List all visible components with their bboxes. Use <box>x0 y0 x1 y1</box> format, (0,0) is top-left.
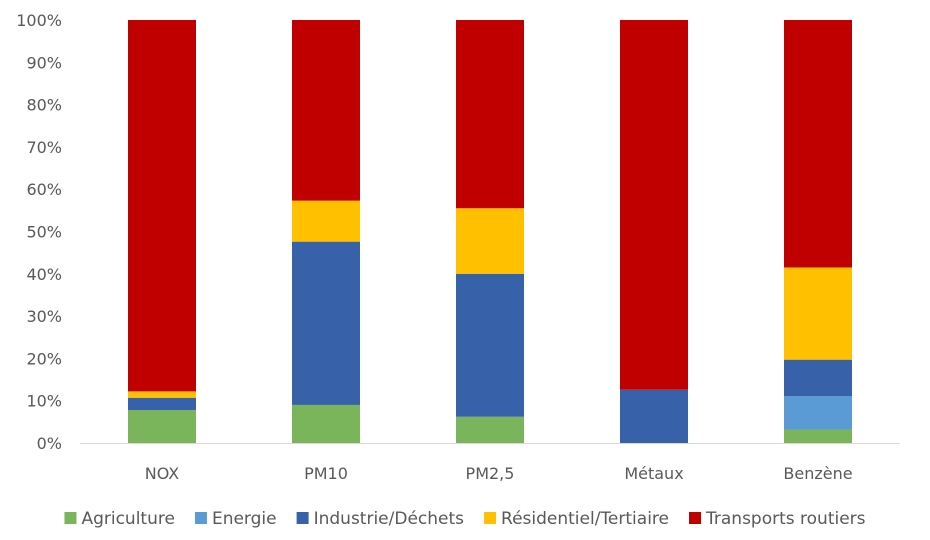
legend-item: Transports routiers <box>689 509 866 529</box>
x-tick-label: Benzène <box>783 464 852 483</box>
legend-item: Energie <box>194 509 277 529</box>
y-tick-label: 0% <box>37 434 62 453</box>
bar-segment <box>292 404 360 443</box>
bar-segment <box>128 397 196 411</box>
bar-segment <box>128 20 196 392</box>
x-tick-label: PM10 <box>304 464 348 483</box>
bar-segment <box>620 20 688 390</box>
legend-item: Industrie/Déchets <box>296 509 465 529</box>
bar-segment <box>292 20 360 201</box>
y-tick-label: 40% <box>26 265 62 284</box>
bar-segment <box>292 200 360 242</box>
y-axis: 0% 10% 20% 30% 40% 50% 60% 70% 80% 90% 100% <box>16 11 62 453</box>
legend-swatch <box>296 512 309 524</box>
y-tick-label: 30% <box>26 307 62 326</box>
legend-label: Energie <box>212 509 277 529</box>
bar-segment <box>784 359 852 397</box>
y-tick-label: 70% <box>26 138 62 157</box>
bar-segment <box>620 389 688 443</box>
legend-label: Agriculture <box>81 509 175 529</box>
bar-segment <box>784 267 852 360</box>
x-tick-label: Métaux <box>624 464 683 483</box>
x-axis: NOX PM10 PM2,5 Métaux Benzène <box>145 464 853 483</box>
legend-label: Transports routiers <box>705 509 866 529</box>
bar-segment <box>128 391 196 398</box>
y-tick-label: 10% <box>26 392 62 411</box>
legend: Agriculture Energie Industrie/Déchets Résid… <box>64 509 866 529</box>
y-tick-label: 100% <box>16 11 62 30</box>
bar-segment <box>784 20 852 268</box>
bar-segment <box>784 396 852 430</box>
bar-segment <box>784 429 852 443</box>
y-tick-label: 90% <box>26 53 62 72</box>
legend-swatch <box>194 512 207 524</box>
bar-segment <box>456 416 524 443</box>
y-tick-label: 60% <box>26 180 62 199</box>
x-tick-label: PM2,5 <box>466 464 515 483</box>
y-tick-label: 80% <box>26 96 62 115</box>
plot-area <box>128 20 852 443</box>
bar-segment <box>456 273 524 417</box>
bar-segment <box>456 208 524 274</box>
x-tick-label: NOX <box>145 464 180 483</box>
legend-swatch <box>484 512 497 524</box>
bar-segment <box>456 20 524 209</box>
y-tick-label: 50% <box>26 223 62 242</box>
legend-item: Agriculture <box>64 509 175 529</box>
legend-swatch <box>64 512 77 524</box>
legend-item: Résidentiel/Tertiaire <box>484 509 669 529</box>
legend-label: Résidentiel/Tertiaire <box>501 509 669 529</box>
y-tick-label: 20% <box>26 349 62 368</box>
legend-label: Industrie/Déchets <box>314 509 465 529</box>
bar-segment <box>292 241 360 405</box>
legend-swatch <box>689 512 702 524</box>
bar-segment <box>128 410 196 443</box>
